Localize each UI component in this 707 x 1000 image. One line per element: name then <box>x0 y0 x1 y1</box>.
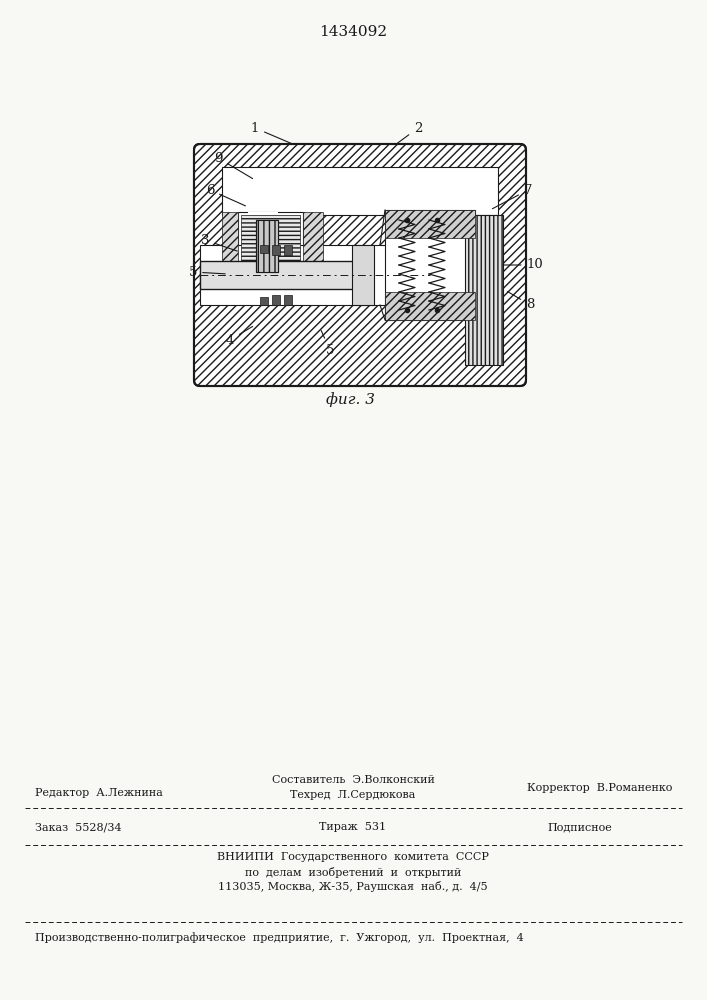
Text: Редактор  А.Лежнина: Редактор А.Лежнина <box>35 788 163 798</box>
Text: 6: 6 <box>206 184 245 206</box>
Bar <box>222 212 238 280</box>
Bar <box>260 245 268 253</box>
Bar <box>200 261 370 289</box>
Text: Техред  Л.Сердюкова: Техред Л.Сердюкова <box>291 790 416 800</box>
Bar <box>385 292 475 320</box>
Text: Производственно-полиграфическое  предприятие,  г.  Ужгород,  ул.  Проектная,  4: Производственно-полиграфическое предприя… <box>35 933 524 943</box>
Text: 5: 5 <box>321 331 334 357</box>
Text: ВНИИПИ  Государственного  комитета  СССР: ВНИИПИ Государственного комитета СССР <box>217 852 489 862</box>
Text: 1: 1 <box>251 121 293 144</box>
Text: 10: 10 <box>503 258 544 271</box>
Bar <box>284 295 292 305</box>
Text: 4: 4 <box>226 326 252 347</box>
Bar <box>284 245 292 255</box>
Text: 8: 8 <box>508 291 534 312</box>
Bar <box>238 212 303 280</box>
Bar <box>260 297 268 305</box>
Bar <box>200 245 400 305</box>
Bar <box>303 212 323 280</box>
Text: Составитель  Э.Волконский: Составитель Э.Волконский <box>271 775 434 785</box>
Text: Тираж  531: Тираж 531 <box>320 822 387 832</box>
Bar <box>465 215 503 365</box>
Bar <box>256 220 278 272</box>
Bar <box>222 167 498 215</box>
Bar <box>385 210 475 238</box>
Bar <box>241 215 300 277</box>
Bar <box>352 245 374 305</box>
Text: 1434092: 1434092 <box>319 25 387 39</box>
Text: 7: 7 <box>493 184 532 209</box>
Bar <box>272 295 280 305</box>
Bar <box>385 210 475 320</box>
Bar <box>272 245 280 255</box>
Text: 2: 2 <box>397 121 422 143</box>
Text: 5: 5 <box>189 265 226 278</box>
FancyBboxPatch shape <box>194 144 526 386</box>
Text: Корректор  В.Романенко: Корректор В.Романенко <box>527 783 672 793</box>
Text: 3: 3 <box>201 233 238 251</box>
Text: 9: 9 <box>214 151 252 179</box>
Text: по  делам  изобретений  и  открытий: по делам изобретений и открытий <box>245 866 461 878</box>
Text: фиг. 3: фиг. 3 <box>325 393 375 407</box>
Bar <box>256 220 278 272</box>
Text: Заказ  5528/34: Заказ 5528/34 <box>35 822 122 832</box>
Text: Подписное: Подписное <box>548 822 612 832</box>
Bar <box>248 212 278 215</box>
Text: 113035, Москва, Ж-35, Раушская  наб., д.  4/5: 113035, Москва, Ж-35, Раушская наб., д. … <box>218 882 488 892</box>
